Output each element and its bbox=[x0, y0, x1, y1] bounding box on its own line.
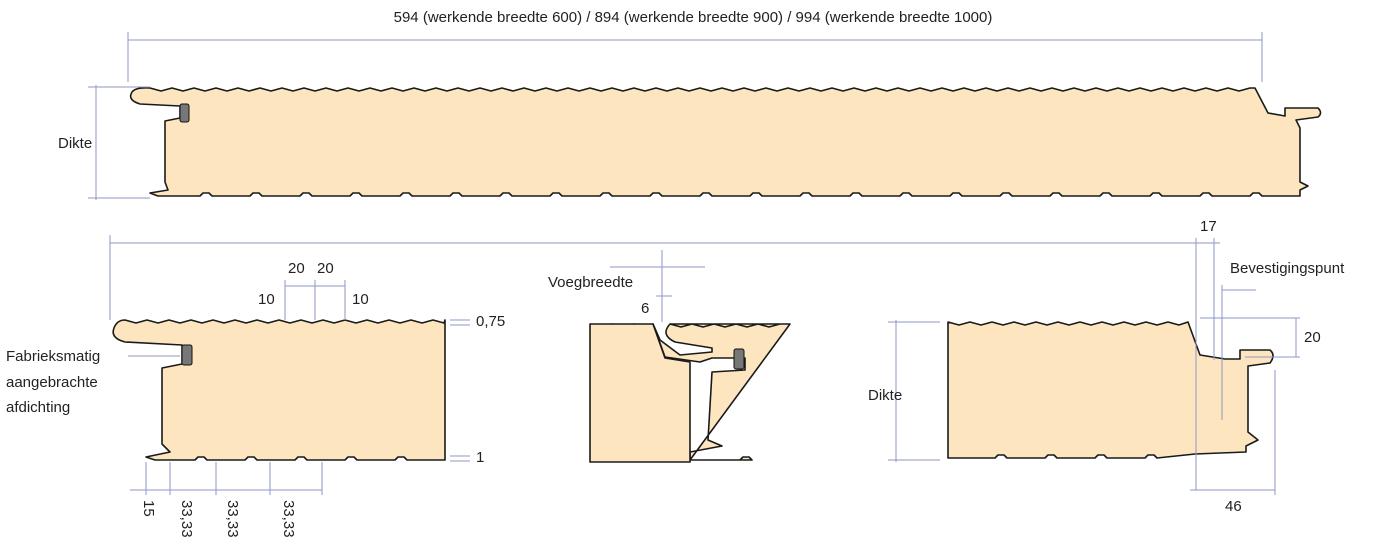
seal-label: Fabrieksmatig bbox=[6, 348, 100, 365]
joint-label: Voegbreedte bbox=[548, 274, 633, 291]
seal bbox=[733, 348, 745, 370]
rib-label: 10 bbox=[258, 291, 275, 308]
seal-label: afdichting bbox=[6, 399, 70, 416]
rib-label: 20 bbox=[317, 260, 334, 277]
panel bbox=[947, 321, 1274, 459]
bottom-dim-label: 33,33 bbox=[280, 500, 297, 538]
dimension-lines bbox=[88, 32, 1300, 495]
seal bbox=[181, 344, 193, 366]
seal-label: aangebrachte bbox=[6, 374, 98, 391]
bottom-dim-label: 15 bbox=[140, 500, 157, 517]
rib-label: 10 bbox=[352, 291, 369, 308]
skin-label: 0,75 bbox=[476, 313, 505, 330]
panel bbox=[129, 87, 1322, 197]
skin-label: 1 bbox=[476, 449, 484, 466]
seal bbox=[179, 103, 190, 123]
tongue-label: 20 bbox=[1304, 329, 1321, 346]
overlap-label: 46 bbox=[1225, 498, 1242, 515]
thickness-label: Dikte bbox=[868, 387, 902, 404]
thickness-label: Dikte bbox=[58, 135, 92, 152]
width-label: 594 (werkende breedte 600) / 894 (werken… bbox=[394, 9, 993, 26]
panel bbox=[589, 323, 691, 463]
fixing-label: Bevestigingspunt bbox=[1230, 260, 1345, 277]
panels bbox=[112, 87, 1322, 463]
panel bbox=[112, 319, 446, 461]
rib-label: 20 bbox=[288, 260, 305, 277]
bottom-dim-label: 33,33 bbox=[224, 500, 241, 538]
bottom-dim-label: 33,33 bbox=[178, 500, 195, 538]
joint-value: 6 bbox=[641, 300, 649, 317]
offset-label: 17 bbox=[1200, 218, 1217, 235]
